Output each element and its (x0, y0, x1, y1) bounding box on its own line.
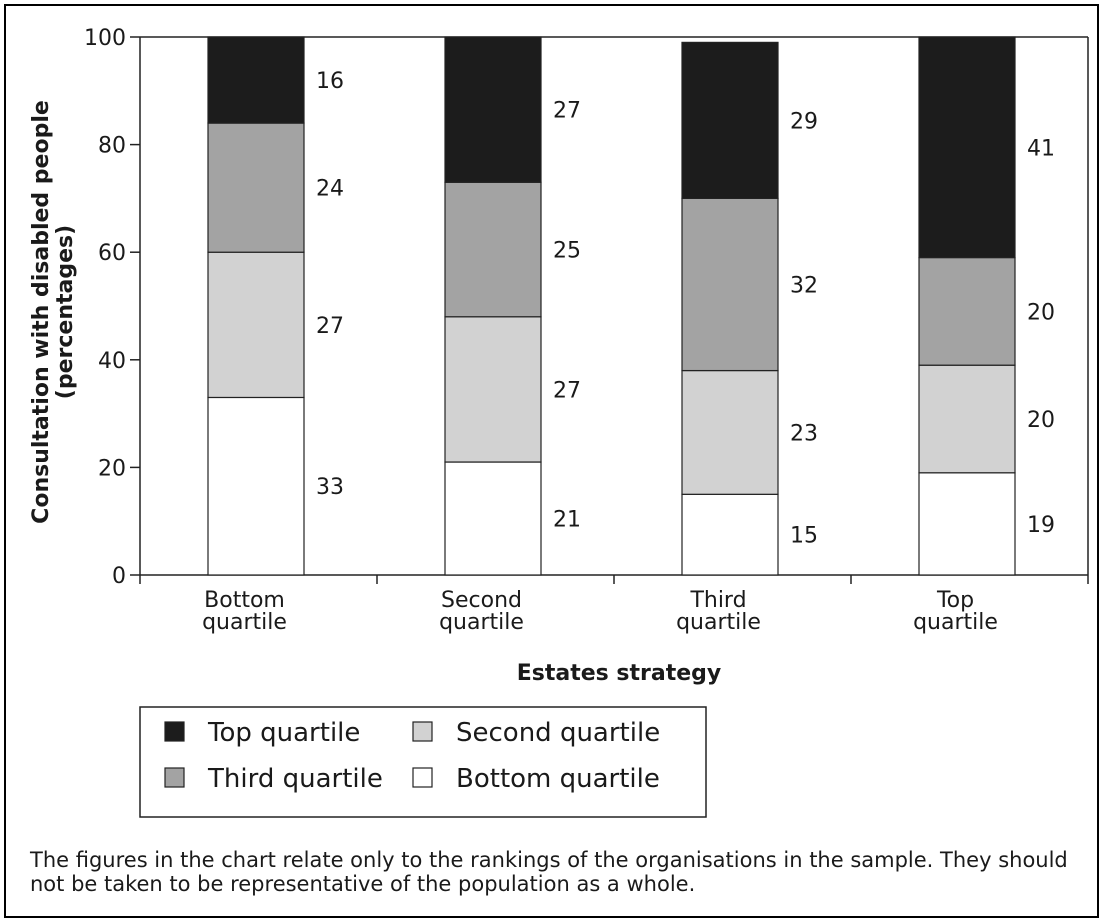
data-label: 19 (1027, 513, 1055, 538)
data-label: 16 (316, 69, 344, 94)
y-axis-title-line: Consultation with disabled people (29, 100, 54, 524)
x-tick-label-line: quartile (676, 610, 761, 635)
y-tick-label: 60 (98, 241, 126, 266)
y-tick-label: 0 (112, 564, 126, 589)
data-label: 24 (316, 177, 344, 202)
bar-segment-bottom-quartile (207, 396, 305, 576)
y-axis-title-line: (percentages) (53, 225, 78, 399)
legend-swatch (412, 721, 433, 742)
data-label: 25 (553, 239, 581, 264)
data-label: 23 (790, 421, 818, 446)
x-tick-label-line: Top (936, 588, 974, 613)
data-label: 32 (790, 273, 818, 298)
legend-swatch (164, 767, 185, 788)
x-axis-title: Estates strategy (517, 661, 722, 686)
bar-segment-bottom-quartile (444, 461, 542, 576)
legend-label: Second quartile (456, 718, 660, 748)
legend-swatch (164, 721, 185, 742)
legend-label: Bottom quartile (456, 764, 660, 794)
x-tick-label-line: Second (441, 588, 522, 613)
y-tick-label: 80 (98, 134, 126, 159)
x-tick-label-line: quartile (913, 610, 998, 635)
data-label: 20 (1027, 408, 1055, 433)
bar-segment-top-quartile (918, 36, 1016, 259)
data-label: 27 (553, 99, 581, 124)
y-axis-title: Consultation with disabled people(percen… (29, 100, 78, 524)
legend-label: Top quartile (207, 718, 360, 748)
bar-segment-second-quartile (681, 369, 779, 495)
y-tick-label: 40 (98, 349, 126, 374)
x-tick-label-line: Third (689, 588, 746, 613)
footnote: The figures in the chart relate only to … (30, 848, 1068, 896)
bar-segment-top-quartile (681, 41, 779, 200)
data-label: 21 (553, 508, 581, 533)
legend-swatch (412, 767, 433, 788)
y-tick-label: 20 (98, 456, 126, 481)
bar-segment-third-quartile (444, 181, 542, 318)
bar-segment-third-quartile (918, 256, 1016, 366)
x-tick-label: Top quartile (913, 588, 998, 635)
bar-segment-bottom-quartile (918, 472, 1016, 576)
bar-segment-bottom-quartile (681, 493, 779, 576)
bar-segment-second-quartile (918, 364, 1016, 474)
data-label: 20 (1027, 300, 1055, 325)
stacked-bar-chart: 0 20 40 60 80 100 Consultation with disabled p… (29, 26, 1089, 818)
data-label: 15 (790, 524, 818, 549)
bar-segment-second-quartile (207, 251, 305, 399)
bar-segment-top-quartile (444, 36, 542, 183)
x-tick-label-line: quartile (202, 610, 287, 635)
x-tick-label-line: quartile (439, 610, 524, 635)
x-tick-label: Bottom quartile (202, 588, 287, 635)
bar-segment-second-quartile (444, 316, 542, 463)
bar-segment-top-quartile (207, 36, 305, 124)
data-label: 29 (790, 109, 818, 134)
x-tick-label-line: Bottom (204, 588, 285, 613)
bar-segment-third-quartile (681, 197, 779, 372)
x-tick-label: Second quartile (439, 588, 524, 635)
data-label: 41 (1027, 136, 1055, 161)
data-label: 27 (553, 378, 581, 403)
data-label: 27 (316, 314, 344, 339)
figure-frame (4, 4, 1099, 918)
data-label: 33 (316, 475, 344, 500)
bar-segment-third-quartile (207, 122, 305, 253)
x-tick-label: Third quartile (676, 588, 761, 635)
legend-label: Third quartile (207, 764, 383, 794)
y-tick-label: 100 (84, 26, 126, 51)
